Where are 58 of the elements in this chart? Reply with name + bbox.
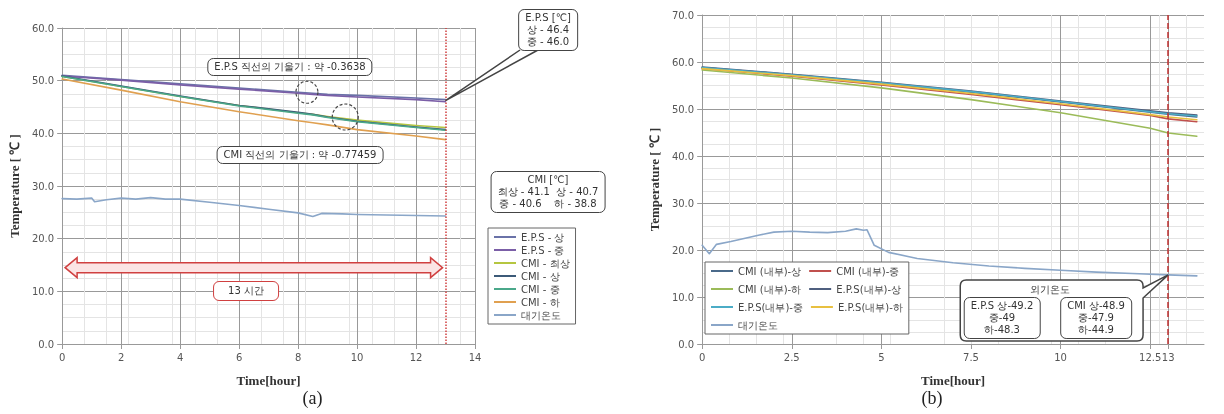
y-tick-label: 30.0	[31, 180, 55, 192]
legend-label: CMI (내부)-하	[738, 283, 802, 295]
y-tick-label: 70.0	[671, 9, 695, 21]
x-tick-label: 6	[235, 351, 243, 363]
legend-label: CMI - 중	[521, 283, 560, 295]
text: E.P.S [℃] 상 - 46.4 중 - 46.0	[518, 9, 578, 51]
y-tick-label: 50.0	[31, 75, 55, 87]
x-tick-label: 10	[350, 351, 364, 363]
x-tick-label: 10	[1054, 351, 1067, 363]
x-tick-label: 2.5	[783, 351, 800, 363]
y-tick-label: 10.0	[31, 285, 55, 297]
legend-label: CMI - 최상	[521, 257, 570, 269]
x-tick-label: 7.5	[963, 351, 979, 363]
x-tick-label: 0	[58, 351, 66, 363]
x-tick-label: 13	[1161, 351, 1175, 363]
y-tick-label: 40.0	[671, 150, 695, 162]
x-axis-title: Time[hour]	[236, 373, 301, 388]
y-axis-title: Temperature [ ℃ ]	[7, 134, 22, 238]
y-tick-label: 50.0	[671, 103, 695, 115]
x-tick-label: 5	[878, 351, 885, 363]
text: CMI [℃] 최상 - 41.1 상 - 40.7 중 - 40.6 하 - 38.8	[490, 171, 606, 213]
y-axis-title: Temperature [ ℃ ]	[647, 127, 662, 232]
legend-label: CMI (내부)-중	[836, 265, 900, 277]
text: (b)	[921, 388, 943, 409]
annotation: E.P.S 상-49.2 중-49 하-48.3	[963, 297, 1041, 339]
y-tick-label: 30.0	[671, 197, 695, 209]
legend-label: E.P.S(내부)-중	[738, 301, 803, 313]
text: (a)	[302, 388, 323, 409]
annotation: E.P.S 직선의 기울기 : 약 -0.3638	[207, 58, 373, 76]
legend-label: 대기온도	[521, 309, 561, 321]
y-tick-label: 60.0	[31, 22, 55, 34]
annotation: 13 시간	[213, 281, 279, 301]
legend-label: E.P.S(내부)-하	[837, 301, 903, 313]
legend-label: E.P.S - 상	[521, 231, 565, 243]
legend-label: E.P.S - 중	[521, 244, 565, 256]
x-tick-label: 14	[468, 351, 482, 363]
y-tick-label: 40.0	[31, 127, 55, 139]
legend-label: 대기온도	[738, 319, 778, 331]
y-tick-label: 0.0	[678, 338, 695, 350]
x-axis-title: Time[hour]	[921, 373, 986, 388]
y-tick-label: 0.0	[38, 338, 55, 350]
x-tick-label: 0	[698, 351, 706, 363]
legend-label: CMI (내부)-상	[738, 265, 802, 277]
legend-label: E.P.S(내부)-상	[836, 283, 902, 295]
legend-label: CMI - 상	[521, 270, 560, 282]
y-tick-label: 20.0	[31, 233, 55, 245]
x-tick-label: 8	[294, 351, 302, 363]
annotation: 외기온도	[1029, 283, 1071, 297]
x-tick-label: 12.5	[1139, 351, 1162, 363]
y-tick-label: 60.0	[671, 56, 695, 68]
y-tick-label: 10.0	[671, 291, 695, 303]
x-tick-label: 12	[409, 351, 423, 363]
annotation: CMI 상-48.9 중-47.9 하-44.9	[1060, 297, 1132, 339]
y-tick-label: 20.0	[671, 244, 695, 256]
x-tick-label: 4	[176, 351, 184, 363]
legend-label: CMI - 하	[521, 296, 560, 308]
x-tick-label: 2	[117, 351, 125, 363]
annotation: CMI 직선의 기울기 : 약 -0.77459	[216, 146, 384, 164]
